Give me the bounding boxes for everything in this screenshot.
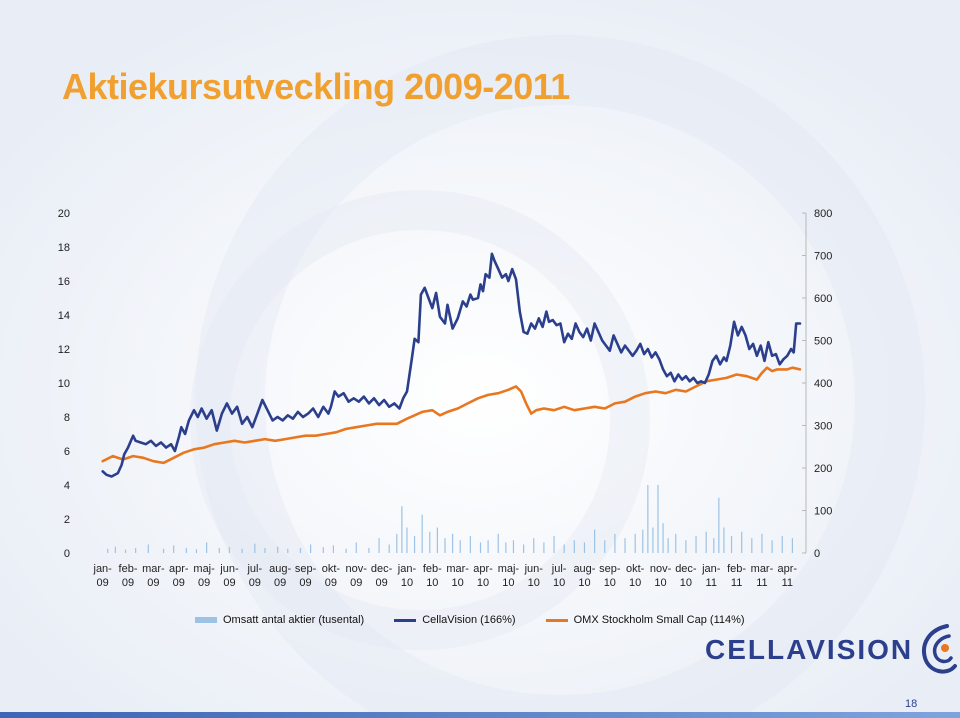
y-left-tick-label: 12: [58, 344, 70, 356]
y-left-tick-label: 6: [64, 446, 70, 458]
x-tick-label: feb-11: [727, 563, 746, 589]
x-tick-label: jun-10: [524, 563, 544, 589]
y-left-tick-label: 16: [58, 276, 70, 288]
bottom-accent-bar: [0, 712, 960, 718]
y-left-tick-label: 0: [64, 548, 70, 560]
y-right-tick-label: 300: [814, 421, 832, 433]
x-tick-label: mar-09: [142, 563, 165, 589]
x-tick-label: sep-09: [295, 563, 317, 589]
y-left-tick-label: 10: [58, 378, 70, 390]
cellavision-line: [101, 252, 802, 478]
y-right-tick-label: 100: [814, 506, 832, 518]
y-left-tick-label: 8: [64, 412, 70, 424]
y-right-tick-label: 200: [814, 463, 832, 475]
legend-label-omx: OMX Stockholm Small Cap (114%): [573, 614, 745, 626]
y-right-tick-label: 500: [814, 336, 832, 348]
logo-wordmark: CELLAVISION: [705, 634, 914, 665]
x-tick-label: feb-09: [119, 563, 138, 589]
x-tick-label: aug-09: [269, 563, 291, 589]
x-tick-label: okt-10: [626, 563, 645, 589]
x-tick-label: jan-09: [93, 563, 113, 589]
y-right-tick-label: 400: [814, 378, 832, 390]
x-tick-label: sep-10: [599, 563, 621, 589]
x-tick-label: apr-10: [473, 563, 493, 589]
x-tick-label: maj-10: [498, 563, 520, 589]
omx-line: [101, 366, 802, 465]
x-tick-label: maj-09: [193, 563, 215, 589]
y-left-tick-label: 18: [58, 242, 70, 254]
y-left-tick-label: 4: [64, 480, 70, 492]
x-tick-label: mar-11: [751, 563, 774, 589]
x-tick-label: nov-10: [650, 563, 672, 589]
y-right-tick-label: 800: [814, 208, 832, 220]
legend-item-cellavision: CellaVision (166%): [394, 614, 516, 626]
y-left-tick-label: 14: [58, 310, 70, 322]
x-tick-label: jul-10: [551, 563, 567, 589]
page-title: Aktiekursutveckling 2009-2011: [62, 66, 570, 107]
x-tick-label: dec-09: [371, 563, 393, 589]
y-right-tick-label: 0: [814, 548, 820, 560]
x-tick-label: aug-10: [573, 563, 595, 589]
y-left-tick-label: 20: [58, 208, 70, 220]
price-lines: [101, 252, 802, 478]
volume-bars: [107, 485, 793, 553]
y-right-tick-label: 700: [814, 251, 832, 263]
x-tick-label: jan-11: [701, 563, 721, 589]
x-tick-label: apr-09: [169, 563, 189, 589]
legend-swatch-omx: [545, 618, 568, 622]
y-right-tick-label: 600: [814, 293, 832, 305]
x-tick-label: jan-10: [397, 563, 417, 589]
legend-label-cellavision: CellaVision (166%): [422, 614, 516, 626]
x-tick-label: feb-10: [423, 563, 442, 589]
chart-axes: 0246810121416182001002003004005006007008…: [58, 208, 833, 589]
cellavision-logo: CELLAVISION: [705, 622, 960, 678]
stock-chart: 0246810121416182001002003004005006007008…: [58, 208, 833, 589]
x-tick-label: jun-09: [219, 563, 239, 589]
logo-mark-icon: [922, 624, 958, 674]
x-tick-label: mar-10: [446, 563, 469, 589]
legend-swatch-cellavision: [394, 618, 417, 622]
legend-item-omx: OMX Stockholm Small Cap (114%): [545, 614, 745, 626]
x-tick-label: apr-11: [778, 563, 798, 589]
y-left-tick-label: 2: [64, 514, 70, 526]
x-tick-label: jul-09: [246, 563, 262, 589]
x-tick-label: dec-10: [675, 563, 697, 589]
chart-legend: Omsatt antal aktier (tusental) CellaVisi…: [195, 612, 775, 628]
legend-label-volume: Omsatt antal aktier (tusental): [223, 614, 365, 626]
legend-swatch-volume: [195, 617, 217, 623]
legend-item-volume: Omsatt antal aktier (tusental): [195, 614, 364, 626]
page-number: 18: [905, 698, 918, 710]
x-tick-label: nov-09: [346, 563, 368, 589]
x-tick-label: okt-09: [322, 563, 341, 589]
